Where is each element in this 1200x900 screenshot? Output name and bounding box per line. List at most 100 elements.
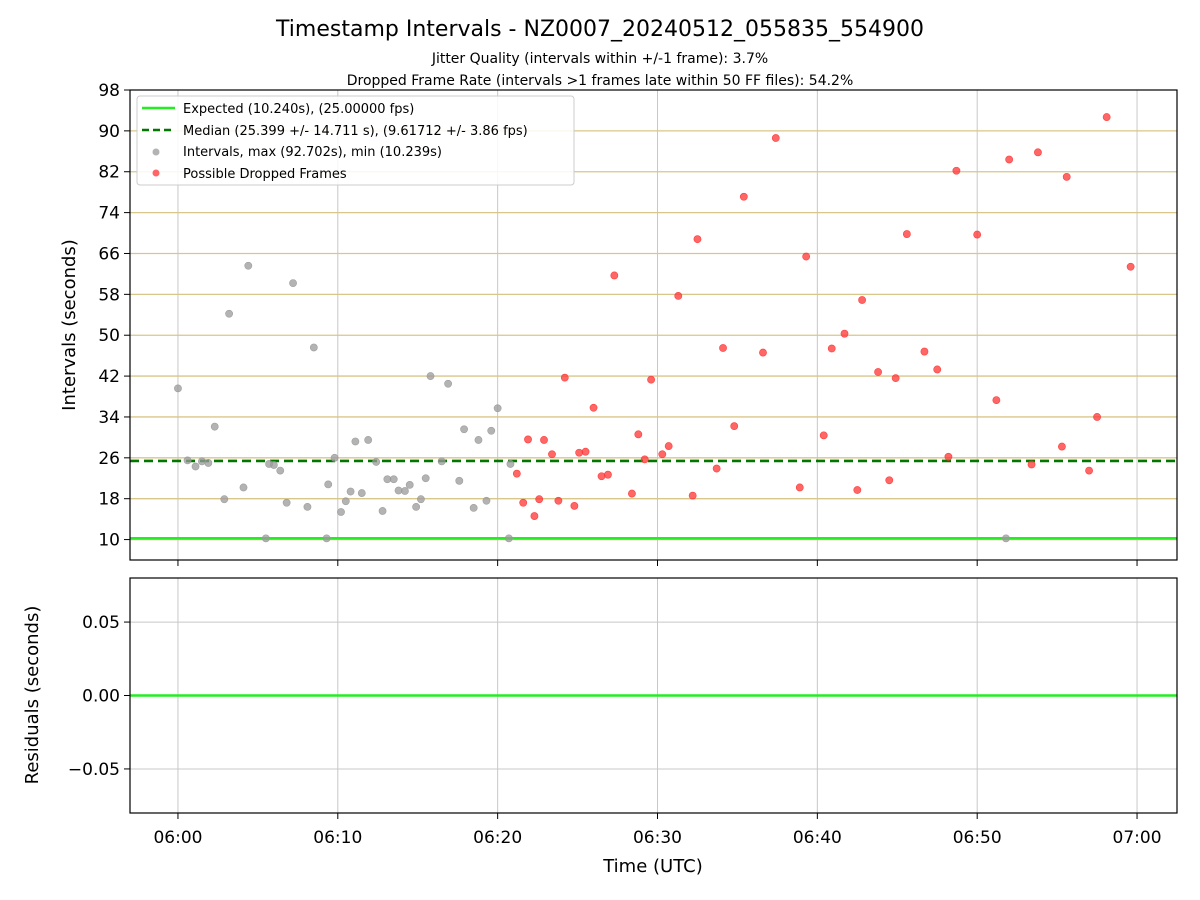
y-tick-label: 98	[98, 81, 120, 101]
y-tick-label: 50	[98, 326, 120, 346]
interval-point	[322, 534, 331, 543]
dropped-frame-point	[628, 489, 636, 498]
dropped-frame-point	[858, 296, 867, 304]
dropped-frame-point	[902, 230, 911, 238]
dropped-frame-point	[693, 235, 702, 244]
interval-point	[401, 487, 409, 495]
interval-point	[351, 437, 360, 446]
dropped-frame-point	[874, 368, 882, 376]
interval-point	[282, 498, 291, 507]
legend-dropped-swatch	[152, 169, 160, 177]
dropped-frame-point	[1085, 466, 1093, 475]
interval-point	[337, 508, 345, 516]
interval-point	[210, 422, 219, 431]
dropped-frame-point	[885, 476, 894, 485]
dropped-frame-point	[570, 501, 579, 510]
interval-point	[225, 309, 234, 318]
interval-point	[364, 436, 373, 444]
interval-point	[493, 404, 502, 413]
x-tick-label: 06:50	[953, 828, 1002, 848]
dropped-frame-point	[920, 347, 929, 356]
interval-point	[346, 487, 355, 496]
dropped-frame-point	[512, 469, 521, 478]
interval-point	[330, 453, 339, 462]
dropped-frame-point	[634, 430, 643, 439]
dropped-frame-point	[944, 452, 953, 461]
residuals-y-axis-label: Residuals (seconds)	[22, 606, 43, 785]
interval-point	[204, 459, 213, 467]
y-tick-label: 34	[98, 408, 120, 428]
interval-point	[421, 474, 430, 483]
dropped-frame-point	[827, 344, 836, 353]
legend-intervals-label: Intervals, max (92.702s), min (10.239s)	[183, 145, 442, 160]
chart-subtitle-dropped: Dropped Frame Rate (intervals >1 frames …	[347, 73, 854, 89]
interval-point	[220, 495, 229, 504]
dropped-frame-point	[554, 496, 563, 505]
legend-intervals-swatch	[152, 148, 160, 156]
y-tick-label: 66	[98, 244, 120, 264]
interval-point	[357, 489, 366, 497]
interval-point	[239, 483, 248, 492]
dropped-frame-point	[647, 375, 656, 384]
interval-point	[198, 457, 206, 466]
dropped-frame-point	[1058, 442, 1066, 451]
interval-point	[289, 279, 297, 288]
y-tick-label: 74	[98, 204, 120, 224]
interval-point	[417, 495, 425, 504]
dropped-frame-point	[524, 435, 532, 444]
dropped-frame-point	[1005, 155, 1014, 164]
x-tick-label: 06:00	[153, 828, 202, 848]
interval-point	[444, 379, 452, 388]
dropped-frame-point	[610, 271, 619, 280]
interval-point	[506, 460, 515, 468]
intervals-series	[174, 261, 1010, 543]
intervals-x-ticks	[177, 560, 1138, 566]
dropped-frame-point	[1062, 172, 1071, 181]
y-tick-label: 42	[98, 367, 120, 387]
y-tick-label: 26	[98, 449, 120, 469]
interval-point	[474, 436, 483, 444]
legend-expected-label: Expected (10.240s), (25.00000 fps)	[183, 102, 414, 117]
interval-points	[174, 113, 1135, 543]
interval-point	[455, 476, 464, 485]
dropped-frame-point	[933, 365, 942, 374]
dropped-frame-point	[535, 495, 544, 504]
interval-point	[389, 475, 398, 484]
dropped-frame-point	[1027, 460, 1036, 469]
x-tick-label: 06:10	[313, 828, 362, 848]
legend-median-label: Median (25.399 +/- 14.711 s), (9.61712 +…	[183, 124, 528, 139]
dropped-frame-point	[664, 442, 673, 450]
dropped-frame-point	[759, 348, 767, 357]
interval-point	[437, 457, 446, 466]
dropped-frame-point	[540, 436, 548, 444]
y-tick-label: 0.05	[82, 613, 120, 633]
interval-point	[405, 481, 414, 489]
dropped-frame-point	[802, 252, 811, 261]
intervals-axes-frame	[129, 89, 1178, 561]
interval-point	[378, 507, 387, 515]
dropped-frame-point	[992, 396, 1001, 404]
interval-point	[324, 480, 333, 489]
residuals-y-ticks: 0.05 0.00 −0.05	[68, 613, 130, 780]
interval-point	[191, 462, 200, 471]
dropped-frame-point	[1034, 148, 1042, 157]
interval-point	[482, 496, 491, 505]
dropped-frame-point	[739, 192, 748, 201]
interval-point	[276, 466, 285, 475]
residuals-panel: 0.050.00−0.05 06:00 06:10 06:20 06:30 06:40 0…	[22, 577, 1178, 877]
dropped-frame-point	[581, 447, 590, 456]
dropped-frame-point	[548, 450, 556, 459]
interval-point	[309, 343, 318, 352]
interval-point	[269, 461, 278, 469]
dropped-frame-point	[719, 344, 727, 352]
dropped-frame-point	[530, 512, 539, 520]
dropped-frame-point	[795, 483, 804, 492]
x-tick-label: 07:00	[1113, 828, 1162, 848]
interval-point	[303, 502, 312, 511]
dropped-frame-point	[589, 403, 598, 412]
x-tick-label: 06:20	[473, 828, 522, 848]
dropped-frames-series	[512, 113, 1135, 520]
interval-point	[174, 384, 182, 393]
legend: Expected (10.240s), (25.00000 fps) Media…	[136, 95, 575, 186]
